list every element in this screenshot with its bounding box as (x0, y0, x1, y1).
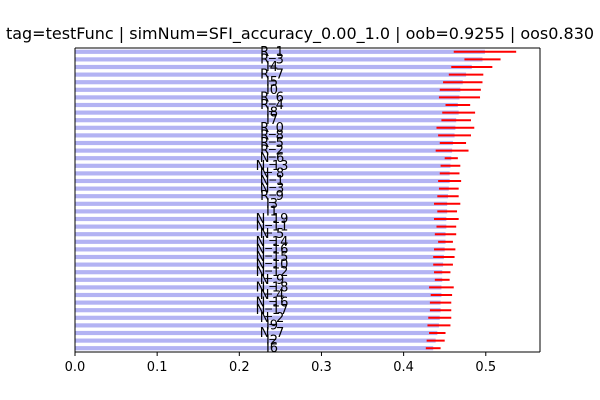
bar (75, 163, 451, 168)
category-label: I3 (266, 197, 278, 212)
category-label: I7 (266, 113, 278, 128)
chart-title: tag=testFunc | simNum=SFI_accuracy_0.00_… (6, 24, 594, 44)
category-label: N_9 (260, 273, 285, 288)
error-bars-layer (425, 50, 517, 350)
bar (75, 156, 452, 161)
category-label: N_7 (260, 326, 285, 341)
bar (75, 300, 441, 305)
bar (75, 178, 450, 184)
category-label: I4 (266, 60, 278, 75)
category-label: N_2 (260, 311, 285, 326)
category-label: N_10 (256, 258, 289, 273)
bar (75, 239, 446, 244)
category-label: R_0 (260, 121, 284, 136)
bar (75, 171, 450, 176)
category-label: N_18 (256, 280, 289, 295)
bar (75, 80, 463, 85)
category-label: N_17 (256, 303, 289, 318)
category-label: N_14 (256, 235, 289, 250)
category-label: R_2 (260, 144, 284, 159)
bar (75, 346, 434, 351)
bar (75, 323, 439, 328)
bar (75, 254, 444, 260)
bar (75, 186, 449, 191)
x-tick-label: 0.3 (311, 360, 332, 375)
category-label: I6 (266, 341, 278, 356)
axes-layer: 0.0 0.1 0.2 0.3 0.4 0.5 (65, 47, 541, 375)
bar (75, 338, 436, 343)
category-label: I5 (266, 75, 278, 90)
bar (75, 72, 467, 77)
bar (75, 87, 461, 92)
category-label: N_12 (256, 265, 289, 280)
bar (75, 285, 442, 290)
bar (75, 209, 448, 214)
category-label: R_6 (260, 90, 284, 105)
category-label: I0 (266, 83, 278, 98)
category-label: R_5 (260, 136, 284, 151)
category-label: R_1 (260, 45, 284, 60)
category-label: R_7 (260, 68, 284, 83)
category-label: N_1 (260, 174, 285, 189)
bar (75, 232, 446, 237)
bar (75, 148, 453, 153)
x-tick-label: 0.5 (475, 360, 496, 375)
bar (75, 95, 460, 100)
category-label: I9 (266, 318, 278, 333)
category-label: N_15 (256, 250, 289, 265)
category-label: N_5 (260, 227, 285, 242)
category-label: N_16 (256, 296, 289, 311)
x-tick-label: 0.1 (147, 360, 168, 375)
bar (75, 224, 447, 229)
x-tick-label: 0.4 (393, 360, 414, 375)
bar (75, 118, 457, 123)
x-tick-label: 0.2 (229, 360, 250, 375)
category-label: N_8 (260, 166, 285, 181)
category-label: R_4 (260, 98, 284, 113)
bar (75, 140, 453, 146)
bar (75, 262, 444, 267)
bar (75, 308, 441, 313)
bar (75, 315, 440, 320)
bar (75, 270, 443, 275)
bar (75, 125, 456, 130)
category-label: N_16 (256, 242, 289, 257)
bar (75, 49, 485, 54)
category-label: R_3 (260, 52, 284, 67)
bar (75, 57, 483, 62)
category-label: N_4 (260, 288, 285, 303)
bar (75, 330, 438, 336)
category-labels-layer: R_1R_3I4R_7I5I0R_6R_4I8I7R_0R_8R_5R_2N_6… (256, 45, 289, 356)
bar (75, 133, 455, 138)
bar (75, 277, 443, 282)
category-label: I8 (266, 106, 278, 121)
category-label: N_6 (260, 151, 285, 166)
bar (75, 292, 442, 298)
category-label: N_13 (256, 159, 289, 174)
category-label: R_9 (260, 189, 284, 204)
bar (75, 102, 458, 108)
category-label: N_19 (256, 212, 289, 227)
category-label: R_8 (260, 128, 284, 143)
category-label: N_11 (256, 220, 289, 235)
bar (75, 201, 448, 206)
bar (75, 216, 447, 222)
category-label: I2 (266, 334, 278, 349)
bars-layer (75, 49, 485, 351)
category-label: N_3 (260, 182, 285, 197)
bar (75, 64, 472, 70)
category-label: I1 (266, 204, 278, 219)
bar (75, 247, 445, 252)
bar (75, 110, 459, 115)
x-tick-label: 0.0 (65, 360, 86, 375)
bar (75, 194, 448, 199)
